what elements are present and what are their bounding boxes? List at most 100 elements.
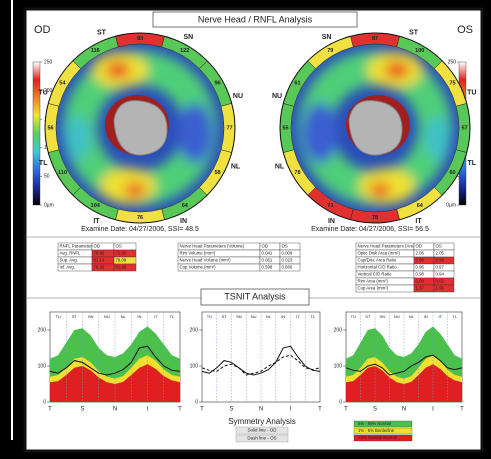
legend-label: 5% - 95% Normal bbox=[358, 421, 391, 426]
tsnit-title: TSNIT Analysis bbox=[224, 291, 286, 301]
heat-spot bbox=[370, 183, 390, 197]
sector-label: IN bbox=[281, 314, 285, 319]
y-tick-label: 100 bbox=[38, 363, 47, 369]
table-value: 0.02 bbox=[436, 279, 445, 284]
optic-cup bbox=[349, 101, 402, 155]
table-value: 0.96 bbox=[416, 265, 425, 270]
sector-label: IT bbox=[438, 314, 442, 319]
clock-hour-value: 60 bbox=[449, 170, 455, 176]
x-tick-label: S bbox=[80, 407, 84, 413]
symmetry-note: Solid line - OD bbox=[247, 428, 277, 433]
clock-hour-value: 61 bbox=[294, 81, 300, 87]
clock-hour-value: 96 bbox=[214, 81, 220, 87]
clock-hour-value: 76 bbox=[137, 215, 143, 221]
clock-hour-value: 54 bbox=[59, 81, 66, 87]
clock-hour-value: 100 bbox=[415, 48, 424, 54]
sector-label: SN bbox=[379, 314, 385, 319]
sector-label: TU bbox=[207, 314, 212, 319]
table-value: 1.96 bbox=[436, 286, 445, 291]
clock-hour-value: 122 bbox=[180, 48, 189, 54]
screen: Nerve Head / RNFL Analysis OD OS TSNIT A… bbox=[0, 0, 491, 459]
color-bar-label: 0µm bbox=[44, 202, 54, 208]
table-value: Horizontal C/D Ratio bbox=[358, 265, 398, 270]
y-tick-label: 100 bbox=[334, 363, 343, 369]
sector-label: NL bbox=[121, 314, 127, 319]
table-value: 2.05 bbox=[436, 251, 445, 256]
table-value: 70.92 bbox=[94, 251, 105, 256]
heat-spot bbox=[302, 103, 338, 163]
color-bar-label: 50 bbox=[44, 174, 50, 180]
table-value: Sup. Avg. bbox=[60, 258, 78, 263]
table-value: 0.598 bbox=[262, 265, 273, 270]
sector-label: TU bbox=[55, 314, 60, 319]
x-tick-label: T bbox=[200, 407, 204, 413]
x-tick-label: N bbox=[402, 407, 406, 413]
y-tick-label: 0 bbox=[43, 399, 46, 405]
table-value: Vertical C/D Ratio bbox=[358, 272, 393, 277]
symmetry-note: Dash line - OS bbox=[247, 436, 276, 441]
quadrant-label: TL bbox=[39, 160, 48, 167]
x-tick-label: T bbox=[48, 407, 52, 413]
table-value: Rim Volume (mm³) bbox=[180, 251, 216, 256]
clock-hour-value: 110 bbox=[58, 170, 67, 176]
clock-hour-value: 73 bbox=[327, 203, 333, 209]
table-value: 79.09 bbox=[116, 258, 127, 263]
quadrant-label: IT bbox=[93, 218, 100, 225]
quadrant-label: IN bbox=[180, 218, 187, 225]
exam-info: Examine Date: 04/27/2006, SSI= 48.5 bbox=[81, 226, 199, 233]
sector-label: SN bbox=[88, 314, 94, 319]
sector-label: TL bbox=[310, 314, 315, 319]
table-value: Cup/Disc Area Ratio bbox=[358, 258, 397, 263]
quadrant-label: IT bbox=[415, 218, 422, 225]
heat-spot bbox=[425, 116, 449, 160]
sector-label: IN bbox=[137, 314, 141, 319]
sector-label: ST bbox=[222, 314, 228, 319]
clock-hour-value: 64 bbox=[182, 203, 189, 209]
quadrant-label: SN bbox=[322, 34, 332, 41]
table-header: RNFL Parameters bbox=[60, 244, 94, 249]
clock-hour-value: 58 bbox=[214, 170, 220, 176]
clock-hour-value: 93 bbox=[137, 36, 143, 42]
table-value: Avg. RNFL bbox=[60, 251, 82, 256]
table-header: OD bbox=[262, 244, 268, 249]
y-tick-label: 0 bbox=[195, 399, 198, 405]
table-value: Inf. Avg. bbox=[60, 265, 75, 270]
quadrant-label: NL bbox=[275, 163, 285, 170]
sector-label: SN bbox=[236, 314, 242, 319]
heat-spot bbox=[177, 103, 213, 163]
quadrant-label: TU bbox=[467, 90, 476, 97]
table-value: 0.97 bbox=[436, 265, 445, 270]
y-tick-label: 200 bbox=[38, 327, 47, 333]
table-value: 0.061 bbox=[262, 258, 273, 263]
x-tick-label: T bbox=[344, 407, 348, 413]
x-tick-label: T bbox=[318, 407, 322, 413]
page: { "header": {"title": "Nerve Head / RNFL… bbox=[0, 0, 491, 459]
quadrant-label: TL bbox=[468, 160, 477, 167]
quadrant-label: SN bbox=[183, 34, 193, 41]
clock-hour-value: 116 bbox=[91, 48, 100, 54]
quadrant-label: TU bbox=[39, 90, 48, 97]
table-header: Nerve Head Parameters (Area) bbox=[358, 244, 418, 249]
clock-hour-value: 104 bbox=[91, 203, 101, 209]
quadrant-label: ST bbox=[97, 29, 107, 36]
heat-spot bbox=[125, 183, 145, 197]
table-value: 0.94 bbox=[436, 272, 445, 277]
y-tick-label: 200 bbox=[190, 327, 199, 333]
table-value: 72.60 bbox=[116, 251, 127, 256]
table-value: Cup Area (mm²) bbox=[358, 286, 389, 291]
table-value: Nerve Head Volume (mm³) bbox=[180, 258, 232, 263]
clock-hour-value: 77 bbox=[226, 125, 232, 131]
eye-label: OD bbox=[34, 24, 51, 36]
table-value: 0.660 bbox=[282, 265, 293, 270]
table-header: OS bbox=[116, 244, 122, 249]
heat-spot bbox=[66, 116, 90, 160]
sector-label: ST bbox=[72, 314, 78, 319]
table-header: OD bbox=[94, 244, 100, 249]
exam-info: Examine Date: 04/27/2006, SSI= 56.5 bbox=[311, 226, 429, 233]
table-value: 76.32 bbox=[94, 265, 105, 270]
x-tick-label: T bbox=[178, 407, 182, 413]
table-header: OS bbox=[282, 244, 288, 249]
clock-hour-value: 56 bbox=[47, 125, 53, 131]
x-tick-label: N bbox=[259, 407, 263, 413]
color-bar-label: 250 bbox=[44, 59, 53, 65]
